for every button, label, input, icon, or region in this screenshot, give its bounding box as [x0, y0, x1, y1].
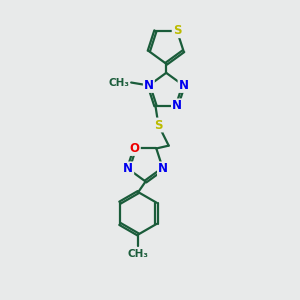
Text: S: S — [173, 24, 181, 37]
Text: CH₃: CH₃ — [109, 77, 130, 88]
Text: CH₃: CH₃ — [128, 249, 149, 259]
Text: N: N — [178, 79, 189, 92]
Text: O: O — [130, 142, 140, 155]
Text: N: N — [172, 99, 182, 112]
Text: N: N — [144, 79, 154, 92]
Text: N: N — [158, 162, 168, 176]
Text: N: N — [123, 162, 133, 176]
Text: S: S — [154, 118, 163, 131]
